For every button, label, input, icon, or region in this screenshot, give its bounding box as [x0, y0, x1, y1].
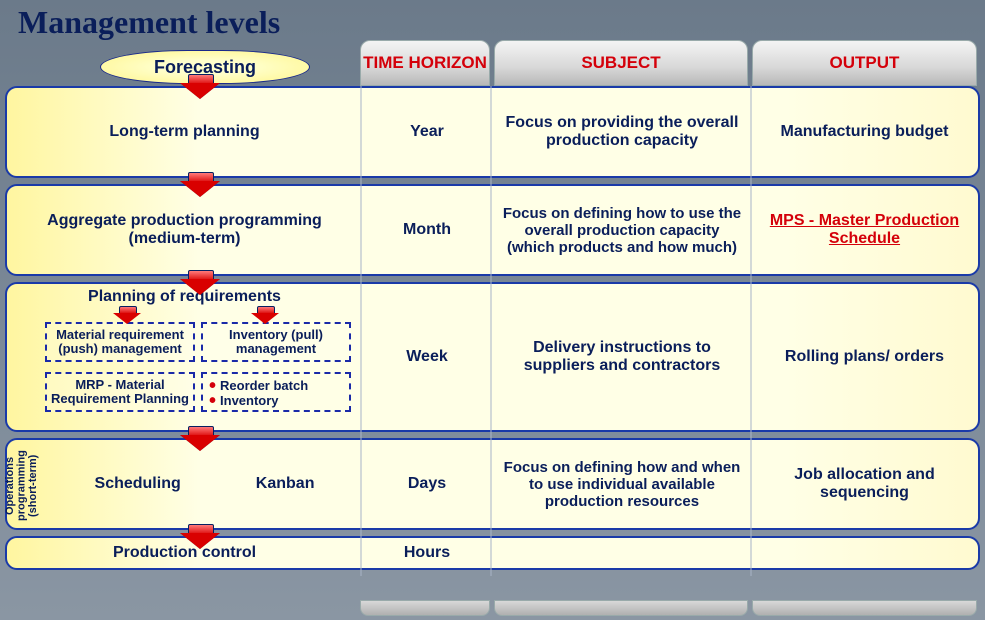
activity-longterm-text: Long-term planning — [109, 123, 259, 141]
row-requirements: Planning of requirements Material requir… — [5, 282, 980, 432]
col-divider-3 — [750, 86, 752, 576]
header-output: OUTPUT — [752, 40, 977, 86]
rows-container: Long-term planning Year Focus on providi… — [5, 86, 980, 576]
subject-aggregate: Focus on defining how to use the overall… — [492, 186, 752, 274]
activity-longterm: Long-term planning — [7, 88, 362, 176]
scheduling-label: Scheduling — [95, 475, 181, 493]
activity-requirements: Planning of requirements Material requir… — [7, 284, 362, 430]
header-time-text: TIME HORIZON — [363, 54, 487, 73]
output-control — [752, 538, 977, 568]
output-joballoc: Job allocation and sequencing — [752, 440, 977, 528]
subject-scheduling: Focus on defining how and when to use in… — [492, 440, 752, 528]
header-output-text: OUTPUT — [830, 54, 900, 73]
page-title: Management levels — [18, 4, 280, 41]
req-pull-box: Inventory (pull) management — [201, 322, 351, 362]
subject-longterm: Focus on providing the overall productio… — [492, 88, 752, 176]
time-year: Year — [362, 88, 492, 176]
subject-requirements: Delivery instructions to suppliers and c… — [492, 284, 752, 430]
output-longterm: Manufacturing budget — [752, 88, 977, 176]
bullet-reorder: Reorder batch — [220, 378, 308, 393]
output-mps-text: MPS - Master Production Schedule — [762, 212, 967, 248]
footer-tab-subject — [494, 600, 748, 616]
footer-tab-time — [360, 600, 490, 616]
row-control: Production control Hours — [5, 536, 980, 570]
req-bullets-box: •Reorder batch •Inventory — [201, 372, 351, 412]
activity-aggregate: Aggregate production programming (medium… — [7, 186, 362, 274]
activity-aggregate-text: Aggregate production programming (medium… — [17, 212, 352, 248]
subject-control — [492, 538, 752, 568]
row-longterm: Long-term planning Year Focus on providi… — [5, 86, 980, 178]
diagram-root: Management levels Forecasting TIME HORIZ… — [0, 0, 985, 620]
row-scheduling: Operations programming (short-term) Sche… — [5, 438, 980, 530]
req-push-box: Material requirement (push) management — [45, 322, 195, 362]
row-aggregate: Aggregate production programming (medium… — [5, 184, 980, 276]
time-week: Week — [362, 284, 492, 430]
kanban-label: Kanban — [256, 475, 315, 493]
activity-scheduling: Operations programming (short-term) Sche… — [7, 440, 362, 528]
header-time-horizon: TIME HORIZON — [360, 40, 490, 86]
time-days: Days — [362, 440, 492, 528]
req-mrp-box: MRP - Material Requirement Planning — [45, 372, 195, 412]
header-subject: SUBJECT — [494, 40, 748, 86]
bullet-dot-icon: • — [209, 395, 216, 407]
col-divider-1 — [360, 86, 362, 576]
time-hours: Hours — [362, 538, 492, 568]
bullet-inventory: Inventory — [220, 393, 279, 408]
header-subject-text: SUBJECT — [581, 54, 660, 73]
output-rolling: Rolling plans/ orders — [752, 284, 977, 430]
output-mps: MPS - Master Production Schedule — [752, 186, 977, 274]
time-month: Month — [362, 186, 492, 274]
side-operations-label: Operations programming (short-term) — [5, 448, 40, 524]
footer-tab-output — [752, 600, 977, 616]
col-divider-2 — [490, 86, 492, 576]
